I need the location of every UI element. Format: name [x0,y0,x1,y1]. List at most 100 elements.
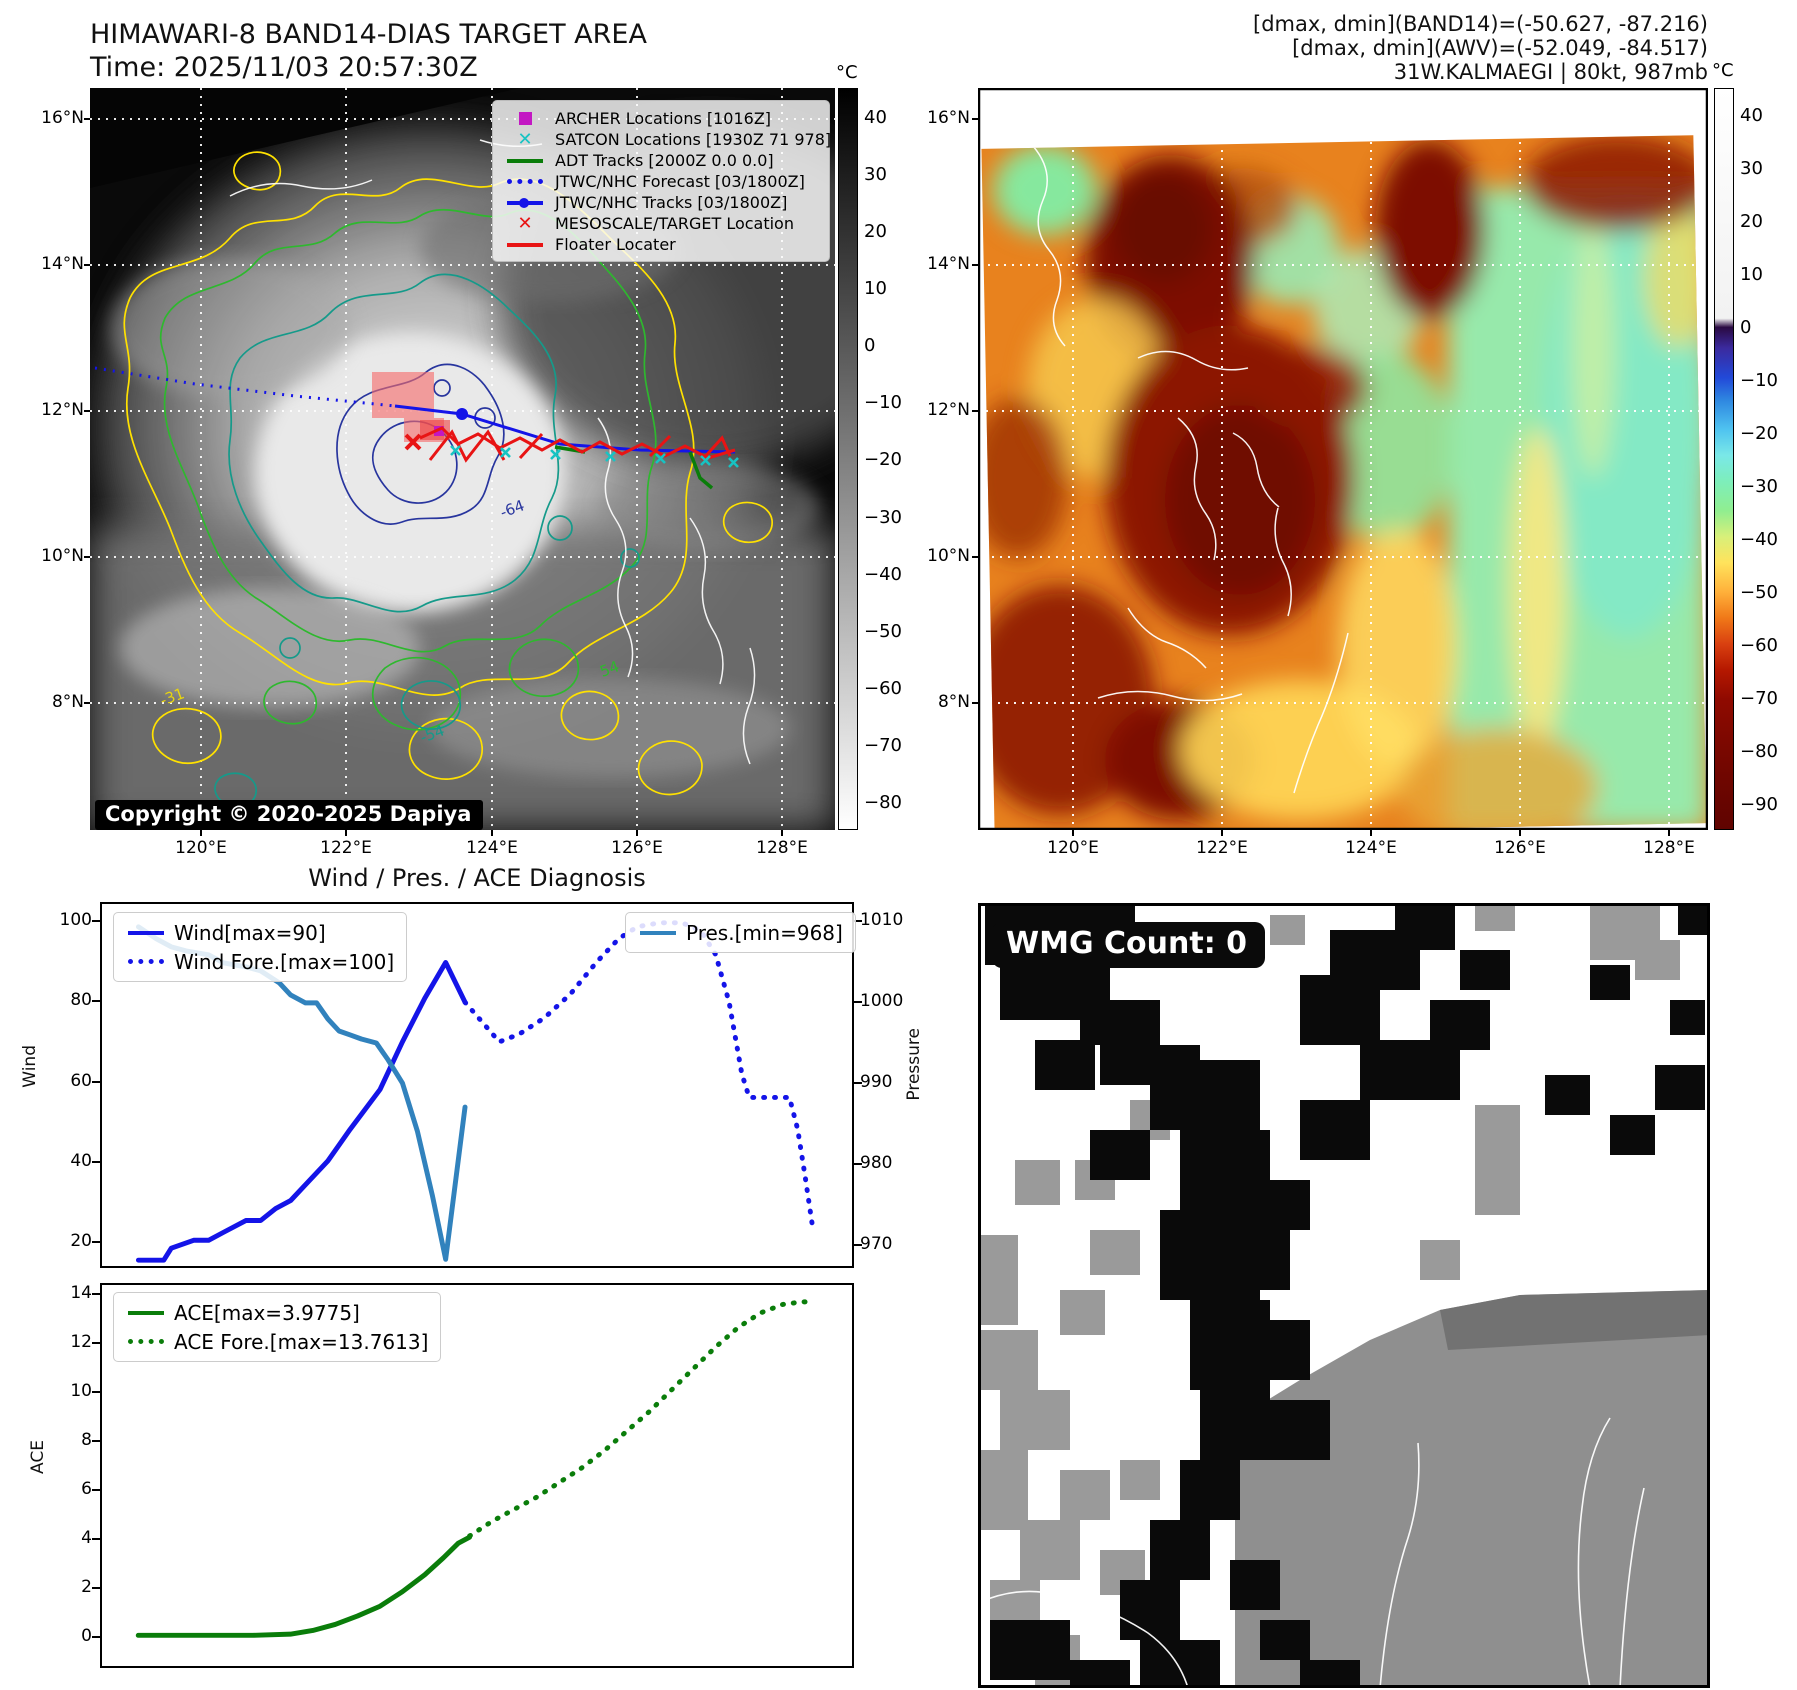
tick-mark [92,1080,100,1083]
pressure-ytick: 970 [860,1234,893,1254]
band14-colorbar-tick: −40 [864,563,902,585]
ace-ytick: 8 [81,1430,92,1450]
tick-mark [92,1160,100,1163]
tick-mark [84,556,90,558]
awv-colorbar-tick: −30 [1740,475,1778,497]
tick-mark [1519,830,1521,836]
band14-colorbar-tick: −60 [864,677,902,699]
tick-mark [972,264,978,266]
legend-label: ACE Fore.[max=13.7613] [174,1329,429,1354]
awv-lat-label: 10°N [927,546,970,566]
tick-mark [84,264,90,266]
tick-mark [636,830,638,836]
awv-colorbar-tick: −70 [1740,687,1778,709]
tick-mark [84,410,90,412]
tick-mark [854,920,862,922]
solid-legend-marker [638,924,678,942]
band14-colorbar-tick: 0 [864,335,876,357]
ace-ytick: 0 [81,1626,92,1646]
band14-colorbar [838,88,858,830]
chart-legend-item: Wind Fore.[max=100] [126,947,394,976]
solid-legend-marker [126,1304,166,1322]
wmg-land-mask [978,903,1710,1688]
wind-ytick: 20 [70,1231,92,1251]
x-legend-marker: ✕ [517,128,533,150]
dotted-legend-marker [126,1333,166,1351]
solid-legend-marker [126,924,166,942]
legend-label: ARCHER Locations [1016Z] [555,109,772,128]
tick-mark [92,1489,100,1491]
diagnosis-title: Wind / Pres. / ACE Diagnosis [308,864,646,892]
tick-mark [972,118,978,120]
awv-colorbar-tick: −50 [1740,581,1778,603]
chart-legend-item: Wind[max=90] [126,918,394,947]
tick-mark [972,410,978,412]
tick-mark [854,1082,862,1084]
awv-colorbar-tick: 30 [1740,157,1763,179]
map-legend-item: ✕ SATCON Locations [1930Z 71 978] [503,128,831,150]
band14-colorbar-tick: 10 [864,278,887,300]
awv-satellite-map [978,88,1708,830]
wmg-border [978,903,1710,1688]
tick-mark [92,1000,100,1003]
tick-mark [92,1241,100,1243]
wmg-mask-map [978,903,1710,1688]
floater-locater-line [419,426,736,460]
wind-ytick: 60 [70,1070,92,1091]
chart-legend-item: Pres.[min=968] [638,918,843,947]
awv-graticule [982,142,1708,830]
map-legend-item: JTWC/NHC Tracks [03/1800Z] [503,192,819,213]
wind-legend: Wind[max=90] Wind Fore.[max=100] [113,912,408,982]
band14-colorbar-tick: −10 [864,392,902,414]
awv-lon-label: 122°E [1196,838,1248,858]
satcon-markers [450,445,739,468]
copyright-badge: Copyright © 2020-2025 Dapiya [95,800,484,830]
tick-mark [1370,830,1372,836]
wmg-count-badge: WMG Count: 0 [992,922,1266,968]
legend-label: Floater Locater [555,235,676,254]
band14-lon-label: 124°E [466,838,518,858]
legend-label: SATCON Locations [1930Z 71 978] [555,130,832,149]
band14-lon-label: 126°E [611,838,663,858]
tick-mark [491,830,493,836]
ace-axis-label: ACE [28,1440,48,1474]
tick-mark [92,1587,100,1589]
band14-lat-label: 14°N [41,254,84,274]
tick-mark [1668,830,1670,836]
awv-lat-label: 12°N [927,400,970,420]
tick-mark [92,1636,100,1638]
mesoscale-x-marker [404,433,422,451]
awv-colorbar-tick: −90 [1740,793,1778,815]
tick-mark [92,1538,100,1540]
legend-label: ADT Tracks [2000Z 0.0 0.0] [555,151,774,170]
band14-colorbar-tick: −70 [864,734,902,756]
tick-mark [854,1163,862,1165]
tick-mark [92,1293,100,1295]
awv-colorbar-tick: −60 [1740,634,1778,656]
map-legend-item: ADT Tracks [2000Z 0.0 0.0] [503,150,819,171]
tick-mark [854,1001,862,1003]
dotted-legend-marker [503,173,547,191]
tick-mark [84,118,90,120]
tick-mark [92,1391,100,1393]
tick-mark [1221,830,1223,836]
series-forecast [462,920,816,1235]
legend-label: Wind Fore.[max=100] [174,949,395,974]
dmax-dmin-band14: [dmax, dmin](BAND14)=(-50.627, -87.216) [1253,12,1708,36]
legend-label: ACE[max=3.9775] [174,1300,360,1325]
tick-mark [854,1244,862,1246]
solid-legend-marker [503,152,547,170]
band14-colorbar-tick: −20 [864,449,902,471]
tick-mark [345,830,347,836]
awv-colorbar-tick: 0 [1740,316,1752,338]
solid-legend-marker [503,236,547,254]
band14-lat-label: 12°N [41,400,84,420]
band14-lat-label: 8°N [51,692,84,712]
awv-colorbar-tick: 20 [1740,210,1763,232]
chart-legend-item: ACE Fore.[max=13.7613] [126,1327,428,1356]
awv-lon-label: 120°E [1047,838,1099,858]
band14-colorbar-tick: −80 [864,791,902,813]
band14-colorbar-tick: −30 [864,506,902,528]
storm-id-intensity: 31W.KALMAEGI | 80kt, 987mb [1393,60,1708,84]
pressure-ytick: 990 [860,1072,893,1092]
